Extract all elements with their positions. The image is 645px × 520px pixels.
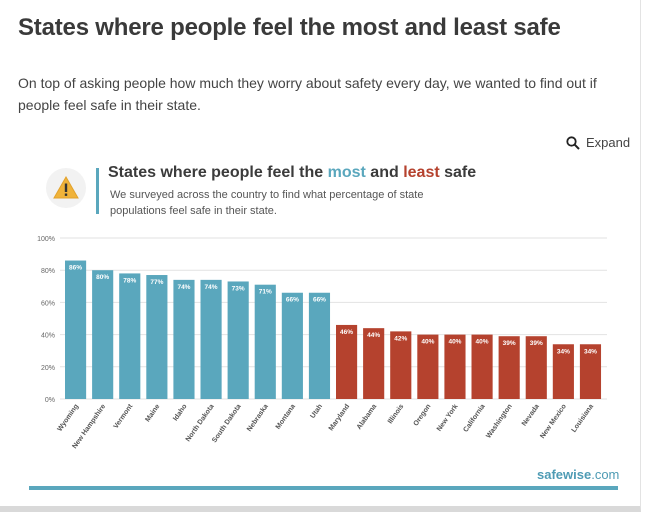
title-divider xyxy=(96,168,99,214)
bar-value-label: 74% xyxy=(205,284,218,291)
bar-value-label: 39% xyxy=(503,340,516,347)
page-frame xyxy=(0,0,641,512)
bar-value-label: 73% xyxy=(232,285,245,292)
chart-title: States where people feel the most and le… xyxy=(108,164,476,182)
bar xyxy=(336,324,358,399)
x-tick-label: Montana xyxy=(275,403,297,431)
x-tick-label: Vermont xyxy=(113,403,135,431)
x-tick-label: Idaho xyxy=(172,403,188,422)
x-tick-label: Utah xyxy=(309,403,324,420)
x-tick-label: Louisiana xyxy=(571,403,596,434)
bar xyxy=(119,273,141,399)
chart-title-part1: States where people feel the xyxy=(108,164,328,181)
bar xyxy=(281,292,303,399)
y-tick-label: 0% xyxy=(45,397,55,404)
bar xyxy=(552,344,574,399)
y-tick-label: 60% xyxy=(41,300,55,307)
x-tick-label: Illinois xyxy=(387,403,406,425)
x-tick-label: California xyxy=(462,403,486,434)
x-tick-label: Oregon xyxy=(412,403,432,427)
x-tick-label: Maryland xyxy=(328,403,351,432)
x-tick-label: Wyoming xyxy=(56,403,80,433)
x-tick-label: New York xyxy=(436,403,460,433)
bar-value-label: 71% xyxy=(259,289,272,296)
x-tick-label: Washington xyxy=(485,403,514,440)
bar-value-label: 77% xyxy=(150,279,163,286)
chart-subtitle: We surveyed across the country to find w… xyxy=(110,189,424,217)
bar xyxy=(227,281,249,399)
bar-value-label: 40% xyxy=(476,339,489,346)
bar-value-label: 44% xyxy=(367,332,380,339)
bar xyxy=(200,279,222,399)
x-tick-label: North Dakota xyxy=(185,403,216,443)
expand-button[interactable]: Expand xyxy=(566,135,630,150)
bar xyxy=(65,260,87,399)
bar xyxy=(363,328,385,399)
bar-value-label: 42% xyxy=(394,335,407,342)
bar xyxy=(308,292,331,399)
bar xyxy=(173,279,195,399)
y-tick-label: 80% xyxy=(41,268,55,275)
bar xyxy=(471,334,493,399)
bar-value-label: 66% xyxy=(286,297,299,304)
search-icon xyxy=(566,135,580,150)
chart-title-least: least xyxy=(403,164,440,181)
bar xyxy=(444,334,466,399)
y-tick-label: 100% xyxy=(37,236,55,243)
warning-icon xyxy=(53,175,79,199)
bar xyxy=(579,344,602,399)
bar-value-label: 74% xyxy=(177,284,190,291)
bar xyxy=(525,336,547,399)
bar-value-label: 34% xyxy=(584,348,597,355)
bar xyxy=(390,331,412,399)
chart-title-part2: and xyxy=(365,164,404,181)
x-tick-label: South Dakota xyxy=(211,403,243,444)
bar-value-label: 46% xyxy=(340,329,353,336)
y-tick-label: 20% xyxy=(41,365,55,372)
x-tick-label: Nevada xyxy=(521,403,541,428)
bar-value-label: 80% xyxy=(96,274,109,281)
bar-value-label: 39% xyxy=(530,340,543,347)
x-tick-label: Nebraska xyxy=(246,403,270,433)
x-tick-label: New Mexico xyxy=(539,403,568,440)
bar xyxy=(254,284,276,399)
brand-logo: safewise.com xyxy=(537,467,619,482)
bar-value-label: 40% xyxy=(421,339,434,346)
bar-value-label: 86% xyxy=(69,265,82,272)
article-intro: On top of asking people how much they wo… xyxy=(18,75,597,113)
y-tick-label: 40% xyxy=(41,333,55,340)
bar xyxy=(146,275,168,399)
x-tick-label: Alabama xyxy=(356,403,379,431)
bar-value-label: 40% xyxy=(448,339,461,346)
chart-title-most: most xyxy=(327,164,366,181)
warning-badge xyxy=(46,168,86,208)
x-tick-label: Maine xyxy=(144,403,161,423)
bar xyxy=(498,336,520,399)
bar-value-label: 34% xyxy=(557,348,570,355)
bar xyxy=(92,270,114,399)
bar-value-label: 78% xyxy=(123,277,136,284)
bar xyxy=(417,334,439,399)
chart-title-part3: safe xyxy=(439,164,477,181)
brand-name: safewise xyxy=(537,467,592,482)
expand-label: Expand xyxy=(586,135,631,150)
article-title: States where people feel the most and le… xyxy=(18,14,561,41)
bar-value-label: 66% xyxy=(313,297,326,304)
bottom-accent-bar xyxy=(29,486,618,490)
brand-suffix: .com xyxy=(591,467,620,482)
